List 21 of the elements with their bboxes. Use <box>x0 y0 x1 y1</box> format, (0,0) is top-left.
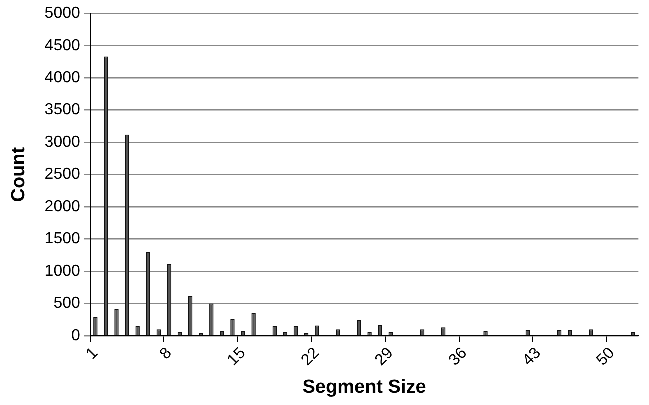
y-tick-label: 2000 <box>44 198 80 216</box>
x-tick-label: 50 <box>594 344 618 370</box>
y-tick-label: 2500 <box>44 166 80 184</box>
x-tick-label: 1 <box>83 344 102 364</box>
y-tick-label: 0 <box>71 327 80 344</box>
x-tick-label: 43 <box>520 344 545 370</box>
y-tick-label: 3500 <box>44 102 80 119</box>
x-tick-label: 8 <box>157 344 176 364</box>
y-tick-label: 1500 <box>44 230 80 248</box>
x-tick-label: 29 <box>372 344 397 370</box>
y-tick-label: 500 <box>54 295 80 312</box>
x-tick-label: 22 <box>298 344 324 370</box>
y-axis-title: Count <box>8 146 30 202</box>
y-tick-label: 4500 <box>44 37 80 54</box>
x-tick-label: 36 <box>446 344 471 370</box>
y-tick-label: 1000 <box>44 262 80 280</box>
y-tick-label: 4000 <box>44 69 80 86</box>
x-axis-title: Segment Size <box>302 376 426 398</box>
y-tick-label: 5000 <box>44 5 80 22</box>
x-tick-label: 15 <box>224 344 250 370</box>
y-tick-label: 3000 <box>44 134 80 151</box>
